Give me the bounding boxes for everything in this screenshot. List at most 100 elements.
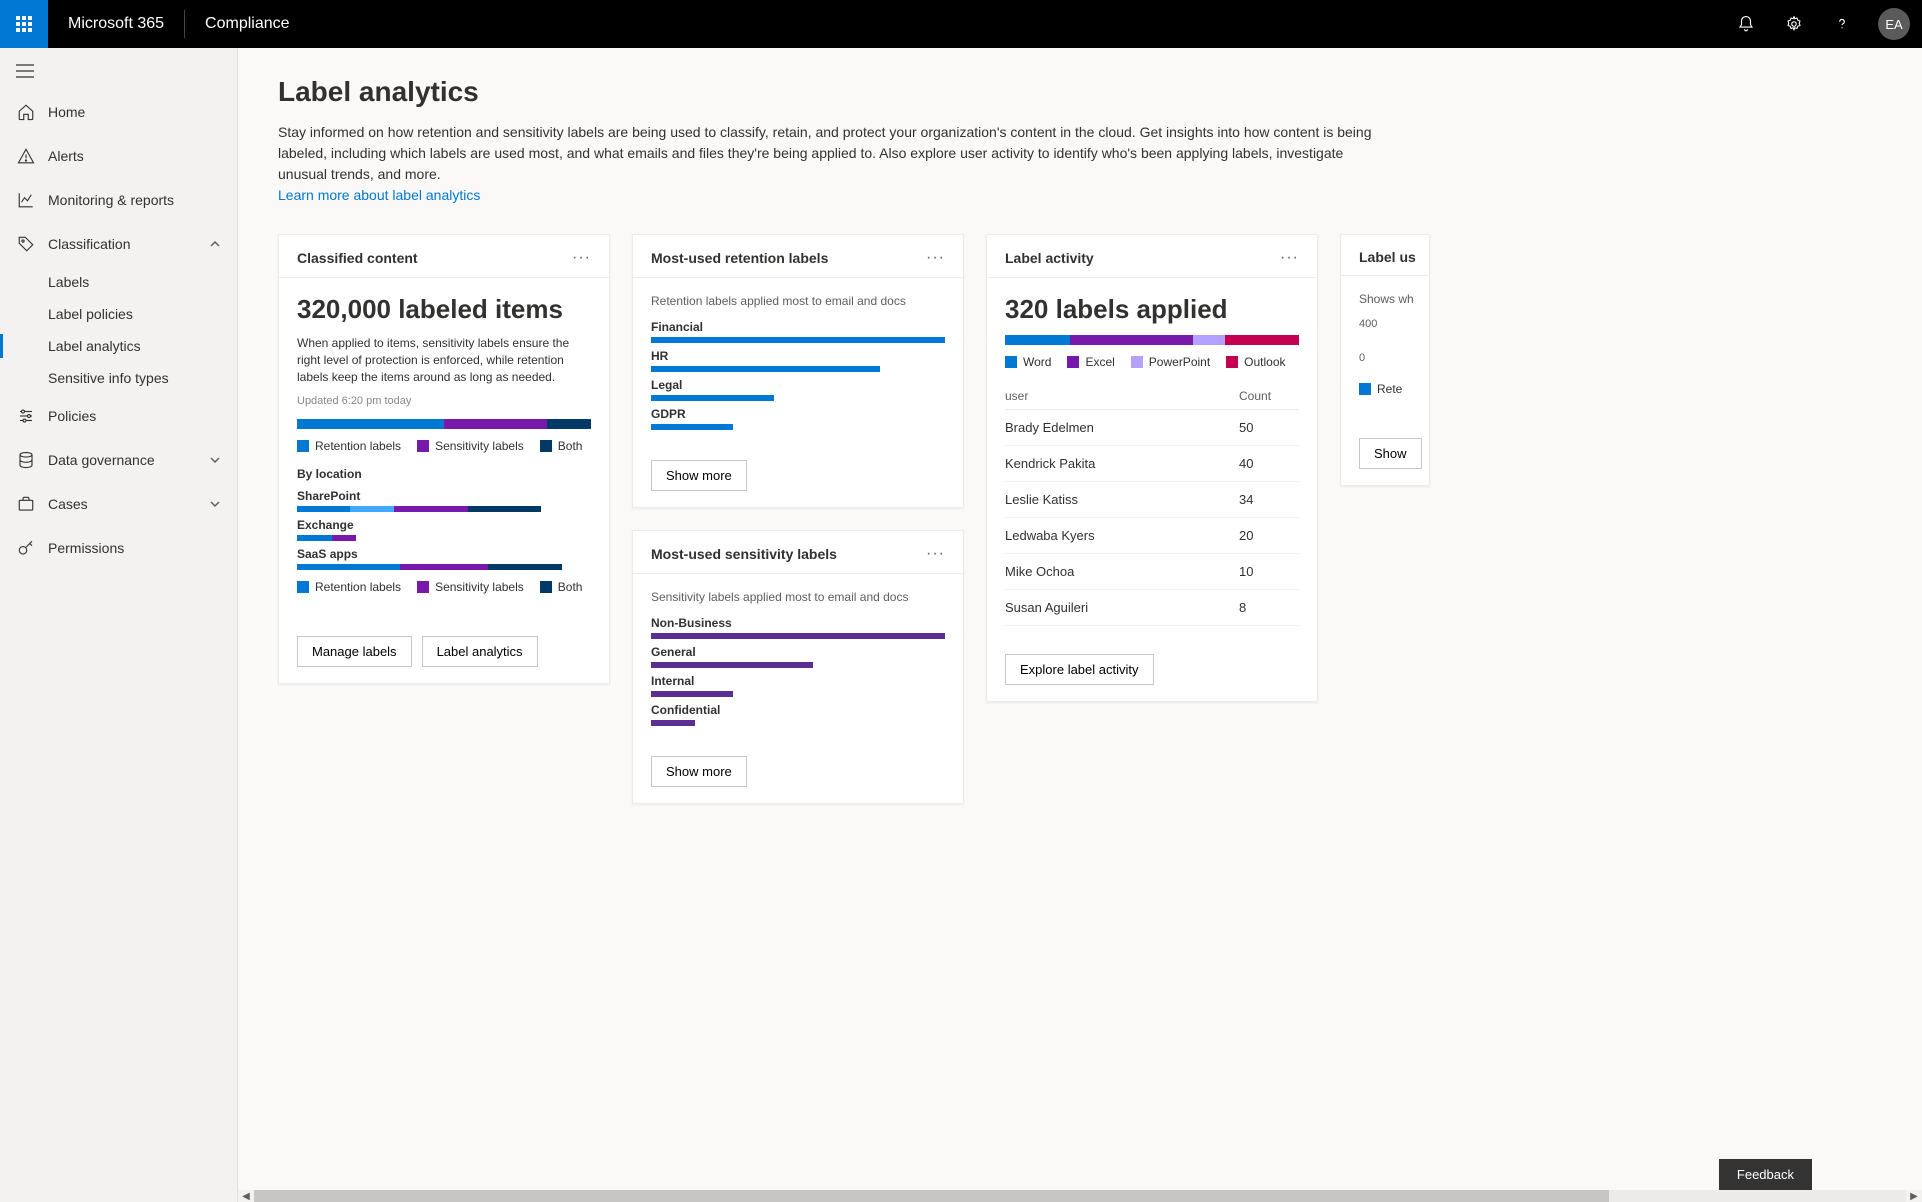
card-title: Label activity [1005, 250, 1094, 266]
legend-item: Retention labels [297, 580, 401, 594]
sidebar-item-classification[interactable]: Classification [0, 222, 237, 266]
sidebar-item-label: Permissions [48, 540, 124, 556]
hamburger-icon[interactable] [0, 56, 237, 90]
sidebar-item-home[interactable]: Home [0, 90, 237, 134]
table-row[interactable]: Ledwaba Kyers20 [1005, 518, 1299, 554]
card-more-icon[interactable]: ··· [926, 545, 945, 563]
help-icon[interactable] [1818, 0, 1866, 48]
label-analytics-button[interactable]: Label analytics [422, 636, 538, 667]
bar-segment [350, 506, 394, 512]
settings-icon[interactable] [1770, 0, 1818, 48]
sidebar-subitem-labels[interactable]: Labels [0, 266, 237, 298]
cell-user: Susan Aguileri [1005, 600, 1239, 615]
legend-swatch [1131, 356, 1143, 368]
scroll-right-icon[interactable]: ▶ [1906, 1191, 1922, 1202]
sidebar-item-monitoring[interactable]: Monitoring & reports [0, 178, 237, 222]
cell-user: Ledwaba Kyers [1005, 528, 1239, 543]
show-more-button[interactable]: Show more [651, 460, 747, 491]
explore-label-activity-button[interactable]: Explore label activity [1005, 654, 1154, 685]
bar-label: HR [651, 349, 945, 363]
learn-more-link[interactable]: Learn more about label analytics [278, 187, 480, 203]
scrollbar-track[interactable] [254, 1190, 1906, 1202]
legend-swatch [297, 581, 309, 593]
card-most-used-sensitivity: Most-used sensitivity labels ··· Sensiti… [632, 530, 964, 804]
bar-label: Financial [651, 320, 945, 334]
bar-track [651, 366, 945, 372]
card-more-icon[interactable]: ··· [926, 249, 945, 267]
bar-track [651, 691, 945, 697]
location-label: SaaS apps [297, 547, 591, 561]
activity-table-header: user Count [1005, 383, 1299, 410]
sidebar-subitem-label-policies[interactable]: Label policies [0, 298, 237, 330]
location-bar [297, 506, 591, 512]
table-row[interactable]: Leslie Katiss34 [1005, 482, 1299, 518]
classified-legend: Retention labelsSensitivity labelsBoth [297, 439, 591, 453]
app-launcher[interactable] [0, 0, 48, 48]
cell-user: Kendrick Pakita [1005, 456, 1239, 471]
legend-swatch [417, 440, 429, 452]
sidebar-item-policies[interactable]: Policies [0, 394, 237, 438]
activity-headline: 320 labels applied [1005, 294, 1299, 325]
bar-fill [651, 337, 945, 343]
notifications-icon[interactable] [1722, 0, 1770, 48]
table-row[interactable]: Mike Ochoa10 [1005, 554, 1299, 590]
sidebar-item-alerts[interactable]: Alerts [0, 134, 237, 178]
waffle-icon [16, 16, 32, 32]
legend-item: Outlook [1226, 355, 1285, 369]
bar-segment [1225, 335, 1299, 345]
horizontal-scrollbar[interactable]: ◀ ▶ [238, 1190, 1922, 1202]
table-row[interactable]: Susan Aguileri8 [1005, 590, 1299, 626]
card-title: Classified content [297, 250, 418, 266]
scroll-left-icon[interactable]: ◀ [238, 1191, 254, 1202]
card-more-icon[interactable]: ··· [572, 249, 591, 267]
cell-count: 20 [1239, 528, 1299, 543]
sidebar-subitem-sensitive-info[interactable]: Sensitive info types [0, 362, 237, 394]
table-row[interactable]: Brady Edelmen50 [1005, 410, 1299, 446]
legend-swatch [540, 581, 552, 593]
sidebar-item-permissions[interactable]: Permissions [0, 526, 237, 570]
scrollbar-thumb[interactable] [254, 1190, 1609, 1202]
app-header: Microsoft 365 Compliance EA [0, 0, 1922, 48]
bar-track [651, 633, 945, 639]
classified-updated: Updated 6:20 pm today [297, 395, 591, 407]
legend-label: Sensitivity labels [435, 580, 524, 594]
usage-sub: Shows wh [1359, 292, 1411, 306]
legend-label: Word [1023, 355, 1051, 369]
bar-track [651, 424, 945, 430]
show-more-button[interactable]: Show more [651, 756, 747, 787]
legend-label: Retention labels [315, 439, 401, 453]
chevron-up-icon [209, 238, 221, 250]
legend-label: Excel [1085, 355, 1114, 369]
key-icon [16, 539, 36, 557]
page-intro: Stay informed on how retention and sensi… [278, 122, 1378, 206]
database-icon [16, 451, 36, 469]
activity-legend: Word Excel PowerPoint Outlook [1005, 355, 1299, 369]
bar-track [651, 395, 945, 401]
card-classified-content: Classified content ··· 320,000 labeled i… [278, 234, 610, 684]
manage-labels-button[interactable]: Manage labels [297, 636, 412, 667]
bar-track [651, 720, 945, 726]
card-title: Label us [1359, 249, 1416, 265]
cell-count: 50 [1239, 420, 1299, 435]
legend-item: Excel [1067, 355, 1114, 369]
legend-swatch [1005, 356, 1017, 368]
card-more-icon[interactable]: ··· [1280, 249, 1299, 267]
table-row[interactable]: Kendrick Pakita40 [1005, 446, 1299, 482]
legend-label: Both [558, 580, 583, 594]
home-icon [16, 103, 36, 121]
sidebar-subitem-label-analytics[interactable]: Label analytics [0, 330, 237, 362]
legend-swatch [540, 440, 552, 452]
bar-segment [297, 506, 350, 512]
sidebar-item-cases[interactable]: Cases [0, 482, 237, 526]
sidebar-item-data-governance[interactable]: Data governance [0, 438, 237, 482]
card-most-used-retention: Most-used retention labels ··· Retention… [632, 234, 964, 508]
cell-count: 40 [1239, 456, 1299, 471]
legend-item: PowerPoint [1131, 355, 1210, 369]
bar-track [651, 662, 945, 668]
bar-fill [651, 395, 774, 401]
show-more-button[interactable]: Show [1359, 438, 1422, 469]
by-location-title: By location [297, 467, 591, 481]
main-content: Label analytics Stay informed on how ret… [238, 48, 1922, 1202]
feedback-button[interactable]: Feedback [1719, 1159, 1812, 1190]
user-avatar[interactable]: EA [1878, 8, 1910, 40]
